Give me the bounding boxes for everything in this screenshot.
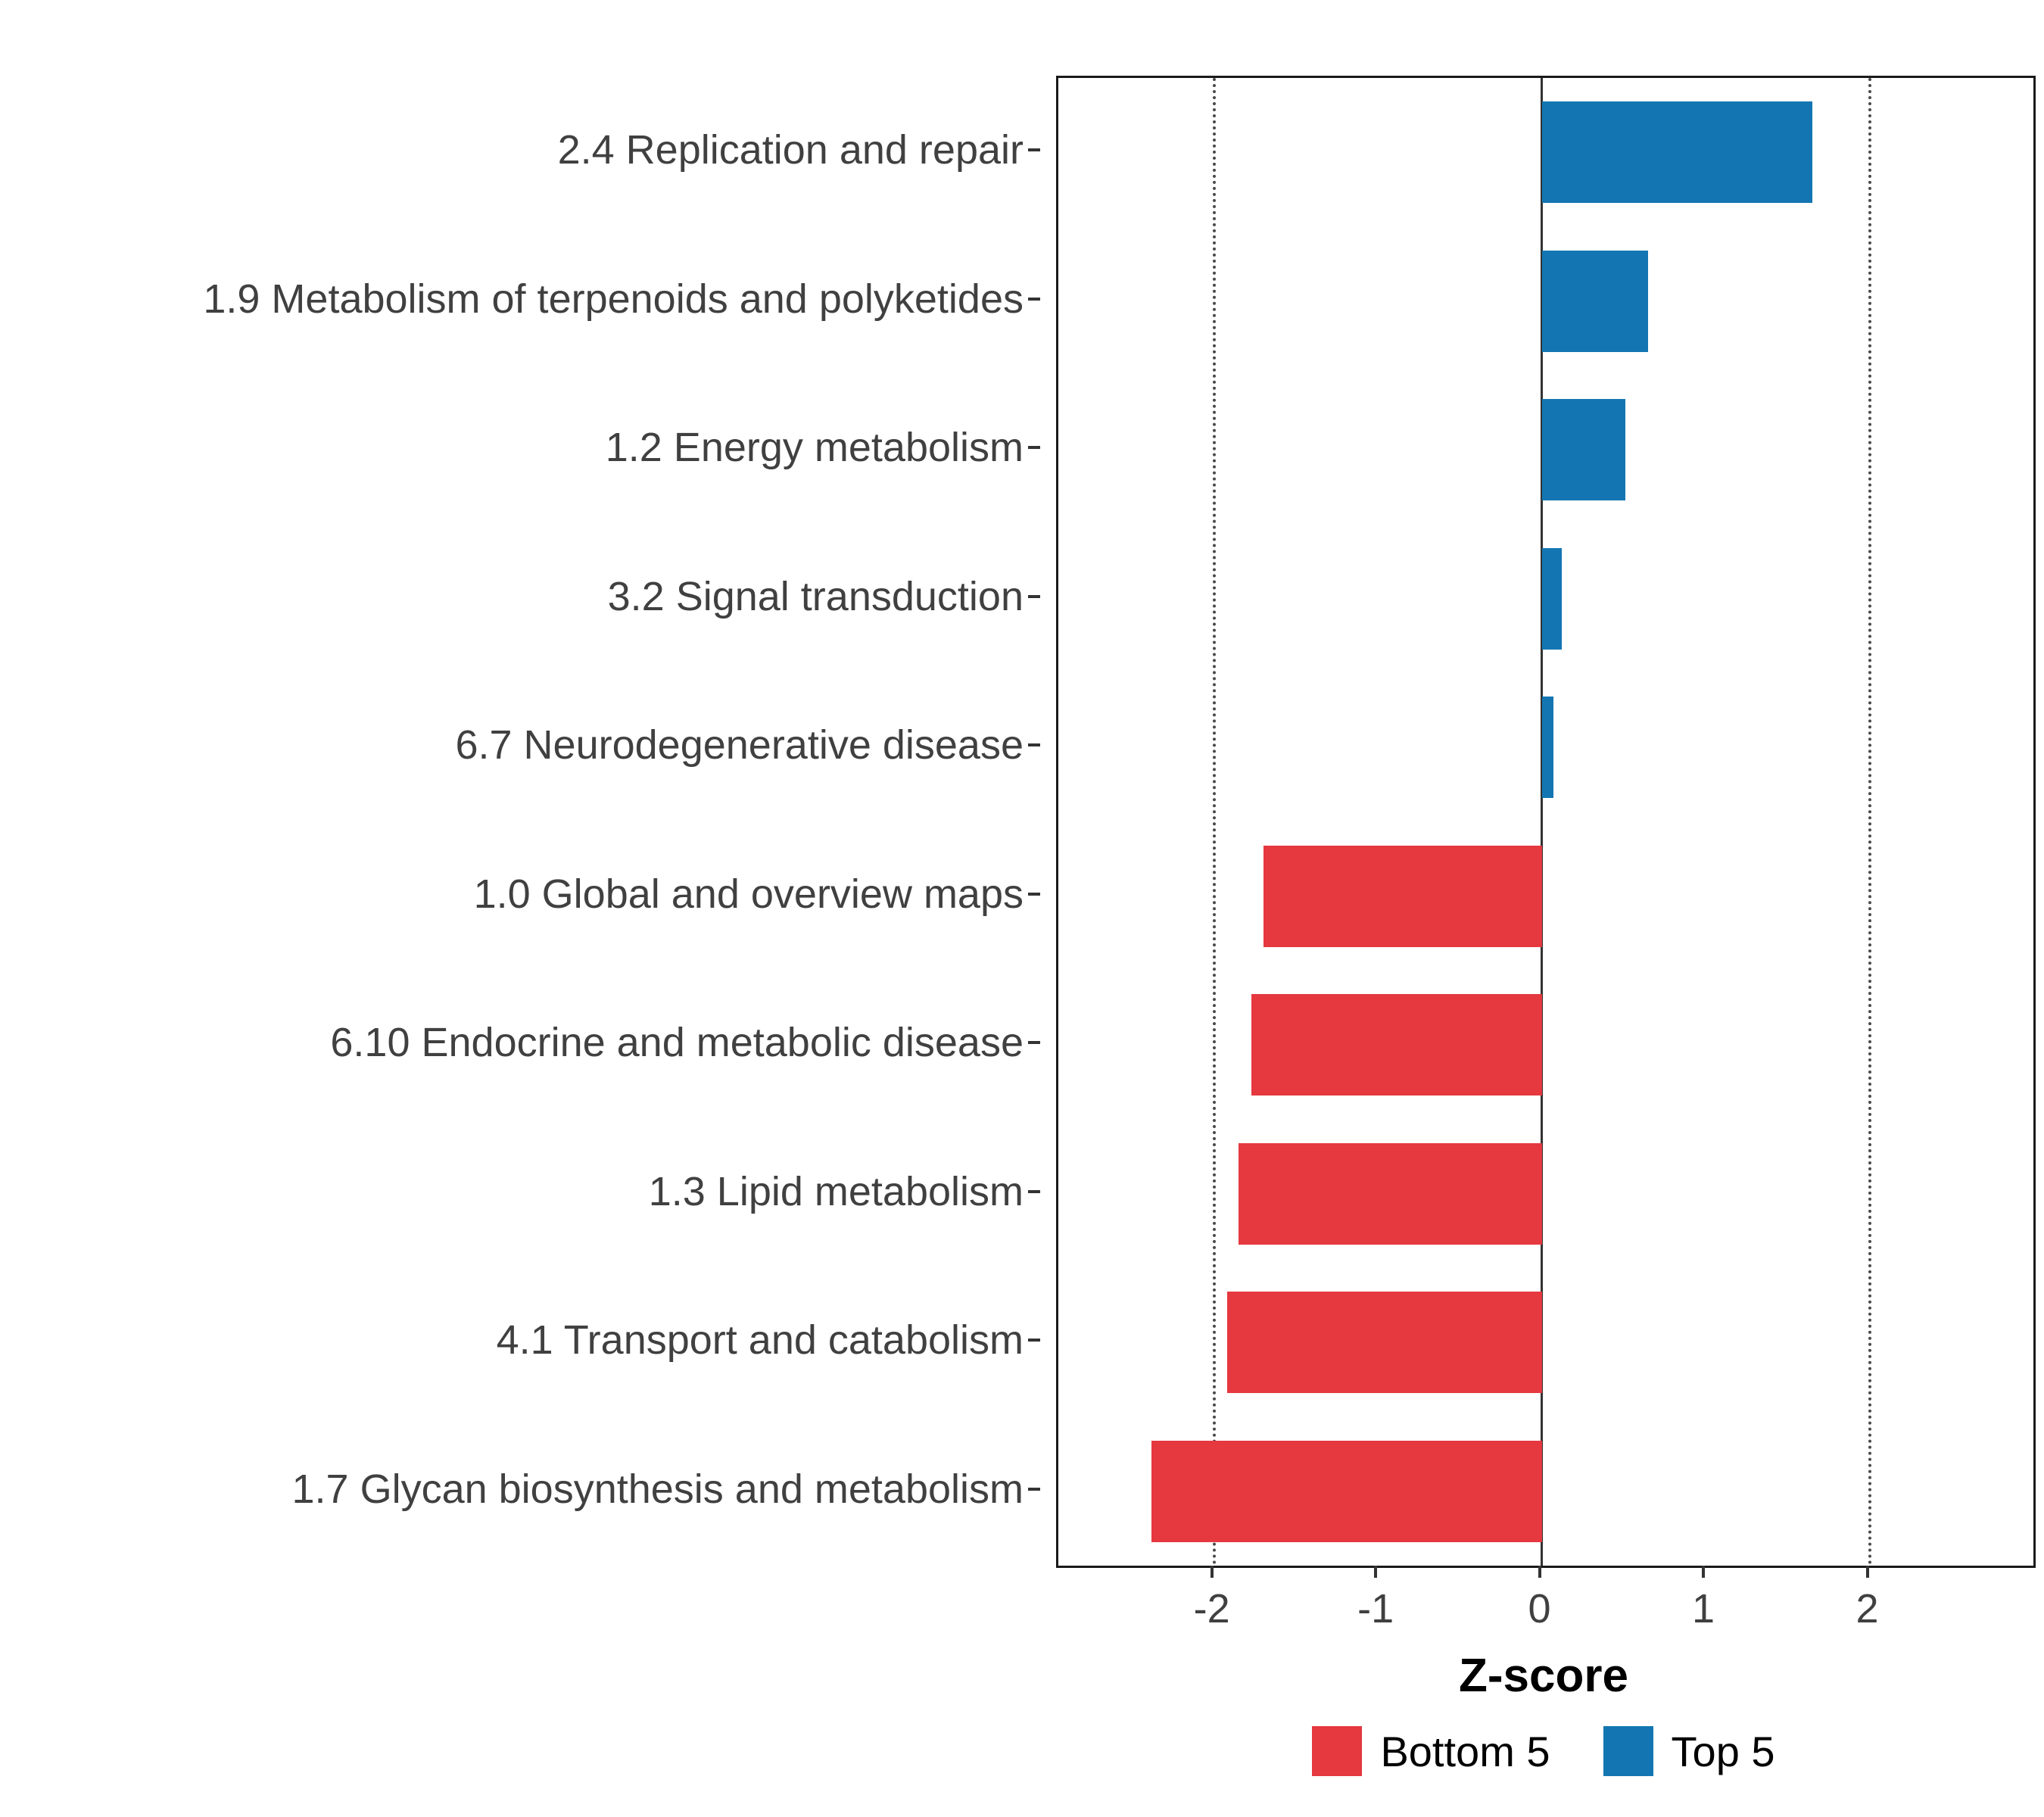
reference-line [1868,78,1871,1566]
zero-line [1541,78,1544,1566]
x-axis-tick [1374,1566,1378,1578]
legend: Bottom 5 Top 5 [1056,1726,2031,1776]
x-axis-ticks: -2 -1 0 1 2 [1056,1566,2031,1656]
x-axis-tick-label: 1 [1692,1586,1715,1632]
legend-swatch [1312,1726,1363,1776]
category-label: 6.7 Neurodegenerative disease [455,722,1024,768]
bar [1239,1142,1542,1245]
x-axis-tick [1538,1566,1541,1578]
y-axis-tick [1028,594,1040,598]
bar [1251,994,1542,1096]
bar [1541,250,1649,352]
legend-swatch [1603,1726,1653,1776]
category-label: 1.7 Glycan biosynthesis and metabolism [291,1466,1024,1512]
x-axis-tick [1210,1566,1214,1578]
category-label: 1.9 Metabolism of terpenoids and polyket… [203,276,1024,322]
y-axis-tick [1028,1189,1040,1193]
x-axis-title: Z-score [1459,1650,1628,1702]
y-axis-tick [1028,1041,1040,1045]
category-label: 4.1 Transport and catabolism [496,1317,1024,1364]
bar [1151,1440,1542,1542]
bar [1541,101,1812,204]
category-label: 1.0 Global and overview maps [473,871,1024,917]
y-axis-tick [1028,148,1040,152]
y-axis-tick [1028,892,1040,896]
bar [1541,399,1625,501]
y-axis-tick [1028,1339,1040,1342]
x-axis-tick-label: 0 [1528,1586,1551,1632]
legend-label: Top 5 [1671,1727,1775,1775]
x-axis-tick-label: -2 [1193,1586,1230,1632]
y-axis-tick [1028,743,1040,747]
y-axis-tick [1028,446,1040,450]
legend-item: Top 5 [1603,1726,1775,1776]
category-label: 1.2 Energy metabolism [605,425,1024,471]
bar [1541,697,1553,799]
plot-panel [1056,76,2036,1568]
legend-label: Bottom 5 [1380,1727,1550,1775]
x-axis-tick [1865,1566,1869,1578]
category-label: 6.10 Endocrine and metabolic disease [330,1020,1024,1066]
x-axis-tick-label: 2 [1855,1586,1879,1632]
legend-item: Bottom 5 [1312,1726,1550,1776]
y-axis-tick [1028,297,1040,301]
y-axis-labels: 2.4 Replication and repair 1.9 Metabolism… [0,76,1040,1563]
category-label: 3.2 Signal transduction [607,573,1024,619]
bar [1263,845,1542,947]
x-axis-tick [1702,1566,1706,1578]
category-label: 2.4 Replication and repair [557,127,1024,173]
x-axis-tick-label: -1 [1357,1586,1394,1632]
bar [1541,547,1562,650]
category-label: 1.3 Lipid metabolism [648,1168,1024,1214]
reference-line [1212,78,1216,1566]
y-axis-tick [1028,1487,1040,1491]
bar [1226,1292,1542,1394]
